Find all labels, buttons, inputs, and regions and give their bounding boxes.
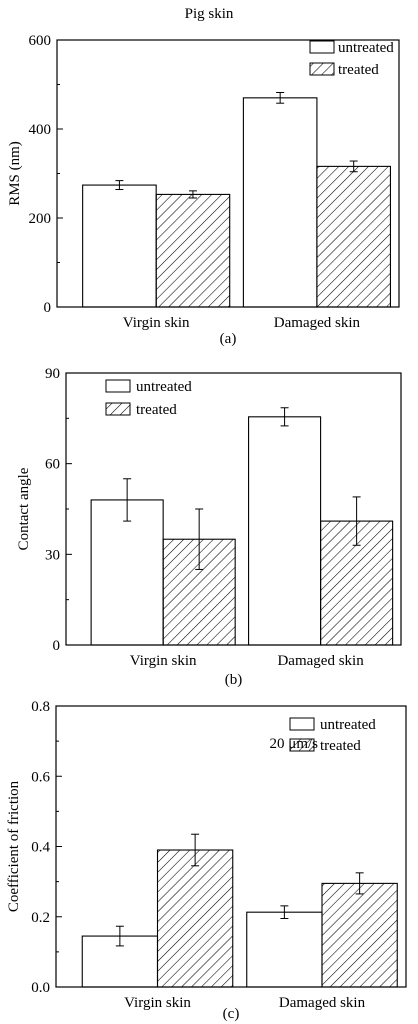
legend-swatch bbox=[309, 40, 335, 54]
legend-label: treated bbox=[320, 738, 361, 754]
legend-label: untreated bbox=[338, 40, 394, 56]
legend-label: untreated bbox=[320, 717, 376, 733]
y-tick-label: 60 bbox=[45, 457, 60, 473]
y-tick-label: 0.6 bbox=[31, 769, 50, 785]
panel-label: (b) bbox=[225, 672, 243, 688]
legend-swatch bbox=[105, 379, 131, 393]
x-category-label: Damaged skin bbox=[279, 995, 366, 1011]
error-bar bbox=[191, 833, 200, 867]
y-tick-label: 0.4 bbox=[31, 840, 50, 856]
error-bar bbox=[280, 905, 289, 920]
error-bar bbox=[349, 160, 358, 173]
error-bar bbox=[188, 190, 197, 199]
bar bbox=[242, 97, 318, 308]
y-tick-label: 0 bbox=[44, 300, 52, 316]
error-bar bbox=[123, 478, 132, 522]
x-category-label: Virgin skin bbox=[123, 315, 190, 331]
legend: untreated treated bbox=[309, 40, 394, 78]
bar bbox=[82, 184, 157, 308]
chart-panel: 0 30 60 90 Virgin skin Damaged skin Contact an… bbox=[16, 366, 402, 688]
error-bar bbox=[115, 180, 124, 191]
x-category-label: Damaged skin bbox=[274, 315, 361, 331]
legend-label: treated bbox=[338, 62, 379, 78]
error-bar bbox=[355, 872, 364, 895]
error-bar bbox=[352, 496, 361, 546]
error-bar bbox=[195, 508, 204, 570]
y-axis-label: RMS (nm) bbox=[7, 141, 23, 206]
chart-panel: 0.0 0.2 0.4 0.6 0.8 Virgin skin Damaged skin Co… bbox=[6, 699, 407, 1022]
y-tick-label: 0.0 bbox=[31, 980, 50, 996]
y-tick-label: 0.2 bbox=[31, 910, 50, 926]
legend-swatch bbox=[309, 62, 335, 76]
error-bar bbox=[280, 407, 289, 427]
bar bbox=[90, 499, 164, 646]
y-axis-label: Coefficient of friction bbox=[6, 780, 22, 912]
bar bbox=[321, 882, 398, 988]
bar bbox=[246, 911, 323, 988]
y-tick-label: 200 bbox=[29, 211, 52, 227]
bar bbox=[248, 416, 322, 646]
legend-label: untreated bbox=[136, 379, 192, 395]
legend-label: treated bbox=[136, 402, 177, 418]
y-tick-label: 30 bbox=[45, 547, 60, 563]
legend-swatch bbox=[105, 402, 131, 416]
annotation-text: 20 μm/s bbox=[270, 736, 319, 752]
legend: untreated treated bbox=[289, 717, 376, 754]
x-category-label: Virgin skin bbox=[130, 653, 197, 669]
y-tick-label: 90 bbox=[45, 366, 60, 382]
x-category-label: Virgin skin bbox=[124, 995, 191, 1011]
y-tick-label: 600 bbox=[29, 33, 52, 49]
panel-label: (c) bbox=[223, 1006, 240, 1022]
panel-label: (a) bbox=[220, 331, 237, 347]
error-bar bbox=[276, 92, 285, 104]
bar bbox=[156, 849, 234, 988]
bar bbox=[155, 193, 231, 308]
error-bar bbox=[115, 925, 124, 947]
x-category-label: Damaged skin bbox=[277, 653, 364, 669]
figure-title: Pig skin bbox=[185, 6, 234, 22]
y-tick-label: 0.8 bbox=[31, 699, 50, 715]
legend-swatch bbox=[289, 738, 315, 752]
y-tick-label: 400 bbox=[29, 122, 52, 138]
legend-swatch bbox=[289, 717, 315, 731]
y-tick-label: 0 bbox=[53, 638, 61, 654]
y-axis-label: Contact angle bbox=[16, 467, 32, 550]
bar bbox=[316, 165, 392, 308]
chart-panel: 0 200 400 600 Virgin skin Damaged skin RMS (nm… bbox=[7, 33, 400, 347]
legend: untreated treated bbox=[105, 379, 192, 418]
